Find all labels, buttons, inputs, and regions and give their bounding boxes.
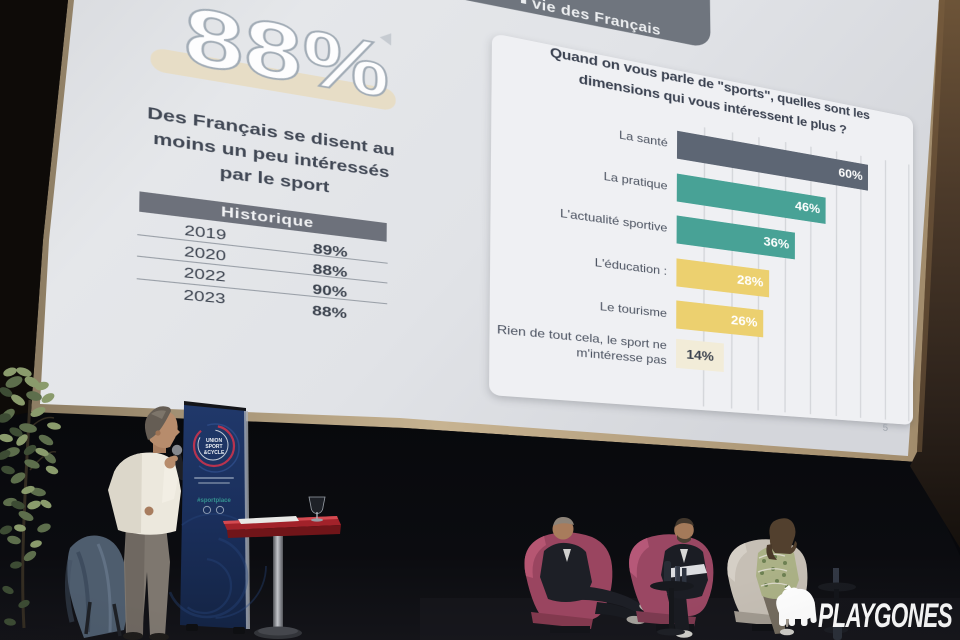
svg-text:#sportplace: #sportplace [197, 498, 231, 504]
svg-text:UNION: UNION [206, 438, 223, 444]
svg-text:SPORT: SPORT [205, 444, 222, 450]
svg-text:PLAYGONES: PLAYGONES [818, 597, 953, 635]
svg-text:&CYCLE: &CYCLE [204, 450, 225, 456]
